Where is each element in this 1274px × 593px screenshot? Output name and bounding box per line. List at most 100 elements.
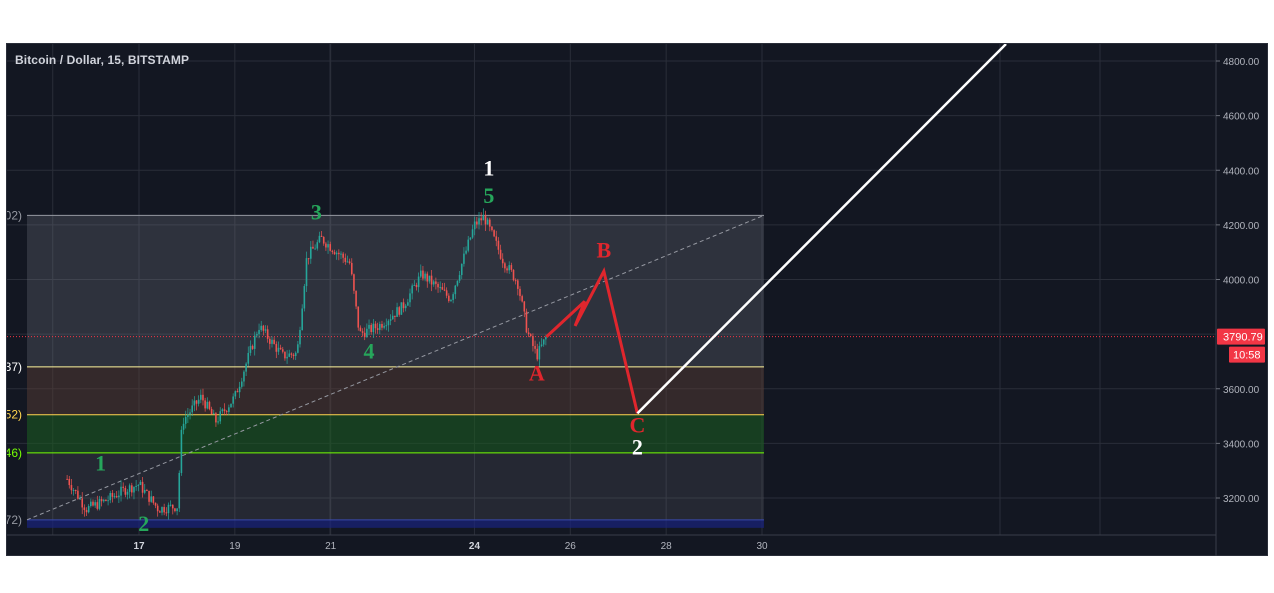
candle-body (443, 289, 446, 291)
wave-label: C (629, 412, 645, 437)
wave-label: B (597, 238, 612, 263)
candle-body (383, 326, 385, 328)
candle-body (111, 493, 114, 497)
candle-body (180, 429, 183, 473)
candle-body (167, 504, 170, 514)
projection-impulse-line (636, 44, 1007, 415)
candle-body (370, 324, 372, 333)
candle-body (251, 345, 254, 349)
time-axis-label: 24 (469, 541, 481, 552)
candle-body (471, 229, 474, 238)
candle-body (148, 490, 150, 502)
candle-body (381, 323, 383, 328)
candle-body (143, 489, 146, 493)
fib-band (27, 452, 764, 520)
candle-body (439, 287, 441, 289)
candle-body (182, 423, 185, 430)
candle-body (161, 507, 163, 513)
wave-label: 5 (483, 183, 494, 208)
candle-body (109, 493, 112, 501)
candle-body (284, 351, 286, 359)
candle-body (325, 243, 327, 248)
candle-body (501, 258, 504, 264)
price-axis-label: 4200.00 (1223, 221, 1260, 232)
candle-body (488, 219, 491, 227)
candle-body (169, 504, 172, 506)
candle-body (187, 414, 189, 417)
candle-body (499, 249, 502, 259)
last-price-value: 3790.79 (1223, 332, 1263, 344)
candle-body (387, 320, 390, 326)
time-axis-label: 26 (565, 541, 577, 552)
candle-body (152, 496, 155, 503)
candle-body (299, 330, 301, 345)
last-price-badge (1217, 328, 1265, 345)
candle-body (441, 287, 444, 290)
candle-body (359, 327, 362, 332)
price-axis-label: 3200.00 (1223, 494, 1260, 505)
candle-body (202, 394, 204, 401)
candle-body (258, 329, 260, 335)
time-axis-label: 28 (661, 541, 673, 552)
candle-body (247, 352, 250, 364)
candle-body (135, 485, 137, 487)
candle-body (348, 261, 351, 263)
candle-body (200, 394, 202, 400)
candle-body (342, 253, 344, 258)
candle-body (210, 408, 213, 415)
candle-body (217, 421, 219, 423)
candle-body (154, 502, 157, 506)
candle-body (422, 270, 424, 279)
wave-label: 3 (311, 199, 322, 224)
candle-body (407, 302, 409, 306)
candle-body (102, 499, 105, 502)
candle-body (212, 413, 215, 415)
candle-body (208, 401, 211, 409)
candle-body (333, 252, 336, 255)
candle-body (495, 236, 498, 241)
candle-body (277, 347, 280, 352)
candle-body (113, 496, 116, 498)
candle-body (131, 485, 133, 493)
candle-body (159, 511, 161, 513)
candle-body (456, 280, 459, 286)
candle-body (331, 250, 334, 253)
price-axis-label: 4000.00 (1223, 276, 1260, 287)
candle-body (124, 487, 127, 495)
candle-body (223, 409, 226, 412)
candle-body (542, 339, 545, 345)
candle-body (340, 253, 342, 255)
candle-body (290, 353, 293, 355)
candle-body (465, 250, 467, 254)
candle-body (413, 284, 416, 286)
candle-body (372, 323, 375, 333)
candle-body (450, 299, 452, 302)
price-axis-label: 4600.00 (1223, 112, 1260, 123)
candle-body (353, 274, 355, 291)
candle-body (204, 400, 206, 409)
candles (66, 208, 547, 520)
candle-body (435, 281, 437, 284)
candle-body (146, 489, 148, 491)
candle-body (215, 413, 217, 423)
candle-body (491, 226, 493, 231)
candle-body (236, 391, 239, 393)
wave-label: 1 (483, 156, 494, 181)
candle-body (361, 331, 364, 333)
chart-panel[interactable] (6, 43, 1268, 556)
candle-body (374, 323, 377, 329)
candle-body (463, 253, 465, 264)
candle-body (249, 345, 252, 353)
candle-body (66, 478, 68, 480)
candle-body (484, 215, 487, 225)
candle-body (376, 328, 379, 330)
candle-body (128, 485, 131, 492)
candle-body (482, 215, 485, 221)
candle-body (454, 285, 457, 295)
candle-body (512, 269, 515, 281)
candle-body (400, 302, 403, 315)
price-axis-label: 3400.00 (1223, 439, 1260, 450)
